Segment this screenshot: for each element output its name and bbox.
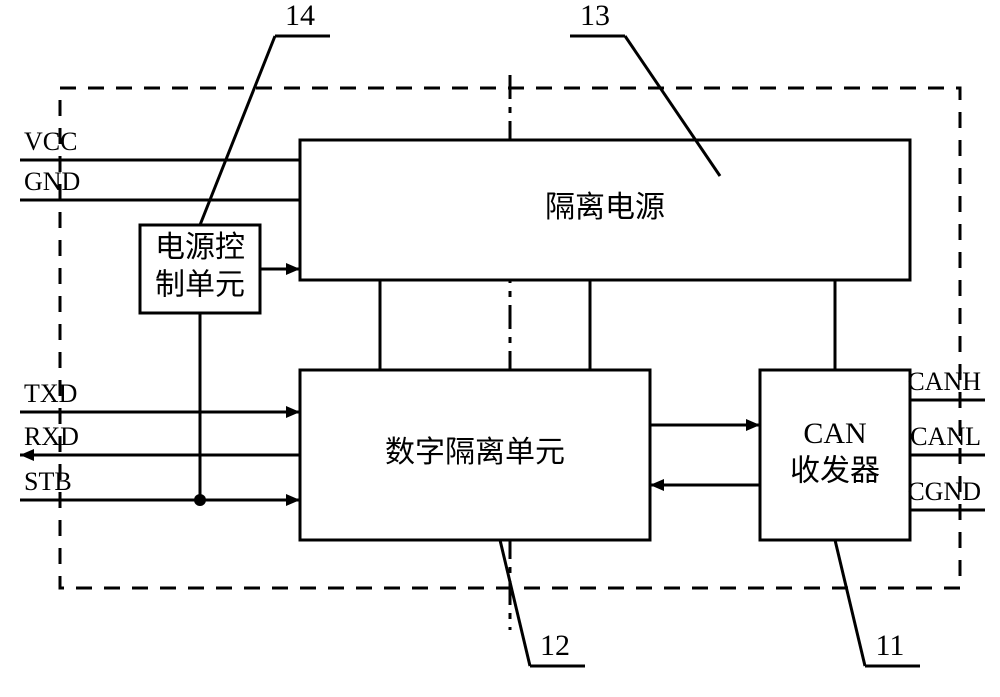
block-label: 制单元	[155, 269, 245, 302]
pin-gnd: GND	[24, 167, 80, 196]
block-label: 隔离电源	[545, 191, 665, 224]
pin-rxd: RXD	[24, 422, 79, 451]
ref-label-r11: 11	[876, 629, 905, 662]
block-label: 电源控	[155, 231, 245, 264]
pin-stb: STB	[24, 467, 72, 496]
pin-cgnd: CGND	[907, 477, 981, 506]
pin-canl: CANL	[910, 422, 981, 451]
ref-label-r14: 14	[285, 0, 315, 32]
ref-label-r13: 13	[580, 0, 610, 32]
pin-txd: TXD	[24, 379, 77, 408]
block-label: 收发器	[790, 455, 880, 488]
pin-vcc: VCC	[24, 127, 77, 156]
pin-canh: CANH	[907, 367, 981, 396]
block-label: 数字隔离单元	[385, 436, 565, 469]
block-label: CAN	[803, 417, 866, 450]
ref-label-r12: 12	[540, 629, 570, 662]
